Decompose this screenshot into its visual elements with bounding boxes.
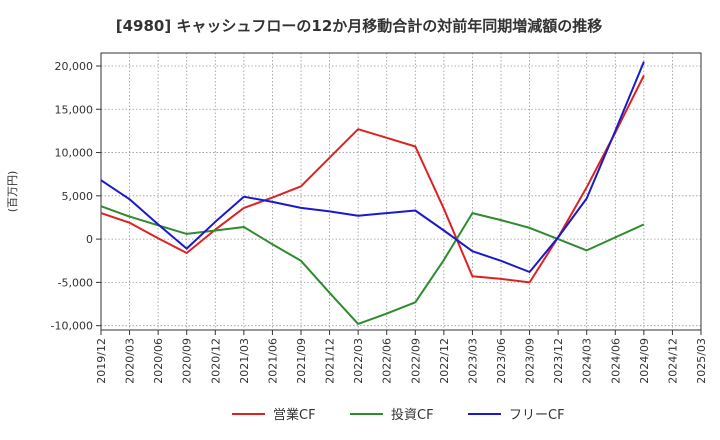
x-tick-label: 2023/12 (552, 338, 565, 384)
x-tick-label: 2024/06 (609, 338, 622, 384)
series-lines (100, 61, 645, 325)
y-tick-label: 10,000 (55, 147, 94, 160)
series-line-2 (100, 205, 645, 325)
x-tick-label: 2025/03 (695, 338, 708, 384)
y-tick-label: 20,000 (55, 60, 94, 73)
x-tick-label: 2021/12 (324, 338, 337, 384)
x-tick-label: 2023/09 (524, 338, 537, 384)
x-tick-label: 2024/03 (581, 338, 594, 384)
x-tick-label: 2022/09 (409, 338, 422, 384)
x-tick-label: 2021/09 (295, 338, 308, 384)
x-tick-label: 2023/06 (495, 338, 508, 384)
x-axis-ticks: 2019/12 2020/03 2020/06 2020/09 2020/12 2021/… (95, 330, 708, 384)
legend-label-2: 投資CF (391, 407, 434, 423)
x-tick-label: 2024/09 (638, 338, 651, 384)
x-tick-label: 2022/06 (381, 338, 394, 384)
chart-title: [4980] キャッシュフローの12か月移動合計の対前年同期増減額の推移 (116, 17, 603, 35)
y-tick-label: -10,000 (51, 320, 93, 333)
x-tick-label: 2022/03 (352, 338, 365, 384)
y-axis-label: (百万円) (6, 171, 19, 213)
plot-area (100, 52, 702, 331)
x-tick-label: 2020/03 (124, 338, 137, 384)
legend-label-1: 営業CF (273, 407, 316, 423)
x-tick-label: 2020/12 (209, 338, 222, 384)
x-tick-label: 2021/03 (238, 338, 251, 384)
x-tick-label: 2023/03 (466, 338, 479, 384)
series-line-1 (100, 75, 645, 284)
y-tick-label: -5,000 (58, 276, 93, 289)
x-tick-label: 2020/09 (181, 338, 194, 384)
series-line-3 (100, 61, 645, 273)
x-tick-label: 2020/06 (152, 338, 165, 384)
y-tick-label: 15,000 (55, 103, 94, 116)
x-tick-label: 2021/06 (266, 338, 279, 384)
x-tick-label: 2024/12 (666, 338, 679, 384)
y-axis-ticks: -10,000 -5,000 0 5,000 10,000 15,000 20,000 (51, 60, 101, 333)
x-tick-label: 2019/12 (95, 338, 108, 384)
x-tick-label: 2022/12 (438, 338, 451, 384)
legend-label-3: フリーCF (509, 408, 565, 423)
y-tick-label: 0 (86, 233, 93, 246)
legend: 営業CF 投資CF フリーCF (232, 407, 565, 423)
grid-lines (100, 53, 702, 330)
y-tick-label: 5,000 (62, 190, 94, 203)
